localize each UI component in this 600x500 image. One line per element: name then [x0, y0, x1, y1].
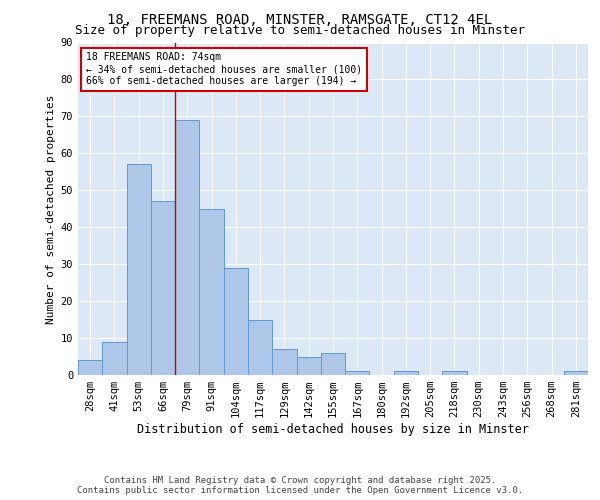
Text: 18, FREEMANS ROAD, MINSTER, RAMSGATE, CT12 4EL: 18, FREEMANS ROAD, MINSTER, RAMSGATE, CT…: [107, 12, 493, 26]
Bar: [199, 209, 224, 375]
Bar: [345, 372, 370, 375]
Bar: [127, 164, 151, 375]
Bar: [442, 372, 467, 375]
Text: Contains HM Land Registry data © Crown copyright and database right 2025.
Contai: Contains HM Land Registry data © Crown c…: [77, 476, 523, 495]
Bar: [296, 356, 321, 375]
Bar: [564, 372, 588, 375]
X-axis label: Distribution of semi-detached houses by size in Minster: Distribution of semi-detached houses by …: [137, 423, 529, 436]
Bar: [78, 360, 102, 375]
Bar: [394, 372, 418, 375]
Text: Size of property relative to semi-detached houses in Minster: Size of property relative to semi-detach…: [75, 24, 525, 37]
Bar: [102, 342, 127, 375]
Y-axis label: Number of semi-detached properties: Number of semi-detached properties: [46, 94, 56, 324]
Text: 18 FREEMANS ROAD: 74sqm
← 34% of semi-detached houses are smaller (100)
66% of s: 18 FREEMANS ROAD: 74sqm ← 34% of semi-de…: [86, 52, 362, 86]
Bar: [248, 320, 272, 375]
Bar: [151, 202, 175, 375]
Bar: [175, 120, 199, 375]
Bar: [321, 353, 345, 375]
Bar: [224, 268, 248, 375]
Bar: [272, 349, 296, 375]
